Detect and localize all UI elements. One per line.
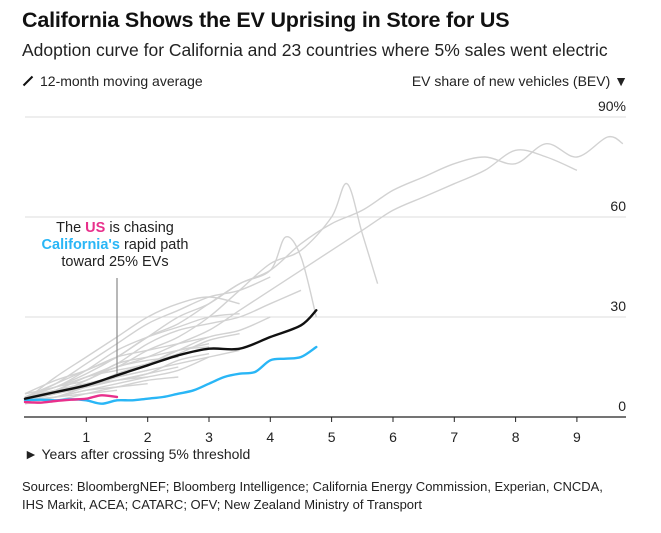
california-label: California's (42, 237, 120, 253)
x-axis (24, 416, 626, 422)
annotation-line-2: California's rapid path (42, 237, 189, 253)
annotation-line-1: The US is chasing (56, 220, 174, 236)
x-tick-label-4: 4 (266, 429, 274, 445)
chart-title: California Shows the EV Uprising in Stor… (22, 8, 510, 32)
x-tick-label-2: 2 (144, 429, 152, 445)
annotation-line-3: toward 25% EVs (61, 254, 168, 270)
country-line-4 (24, 235, 317, 398)
x-axis-label: ► Years after crossing 5% threshold (24, 446, 251, 462)
us-label: US (85, 220, 105, 236)
country-line-6 (24, 276, 271, 398)
average-line (23, 309, 318, 400)
moving-average-label: 12-month moving average (40, 73, 203, 89)
country-line-7 (24, 296, 240, 401)
y-tick-label-60: 60 (610, 198, 626, 214)
us-line (23, 394, 119, 404)
y-tick-labels: 0 30 60 90% (598, 98, 626, 414)
source-note: Sources: BloombergNEF; Bloomberg Intelli… (22, 479, 603, 512)
grid-lines (25, 116, 626, 318)
us-annotation: The US is chasing California's rapid pat… (42, 220, 189, 270)
x-tick-label-9: 9 (573, 429, 581, 445)
country-lines (24, 135, 624, 405)
y-axis-title: EV share of new vehicles (BEV) ▼ (411, 73, 628, 89)
country-line-20 (24, 356, 179, 398)
x-tick-label-1: 1 (82, 429, 90, 445)
chart-subtitle: Adoption curve for California and 23 cou… (22, 40, 608, 60)
x-tick-labels: 1 2 3 4 5 6 7 8 9 (82, 429, 581, 445)
country-line-18 (24, 313, 240, 395)
x-tick-label-8: 8 (512, 429, 520, 445)
diagonal-line-icon (22, 75, 34, 87)
x-tick-label-7: 7 (450, 429, 458, 445)
moving-average-legend: 12-month moving average (22, 73, 203, 89)
country-line-23 (24, 376, 148, 398)
y-tick-label-0: 0 (618, 398, 626, 414)
highlighted-lines (23, 309, 318, 405)
x-tick-label-3: 3 (205, 429, 213, 445)
x-tick-label-5: 5 (328, 429, 336, 445)
y-tick-label-30: 30 (610, 298, 626, 314)
x-tick-label-6: 6 (389, 429, 397, 445)
y-tick-label-90: 90% (598, 98, 626, 114)
